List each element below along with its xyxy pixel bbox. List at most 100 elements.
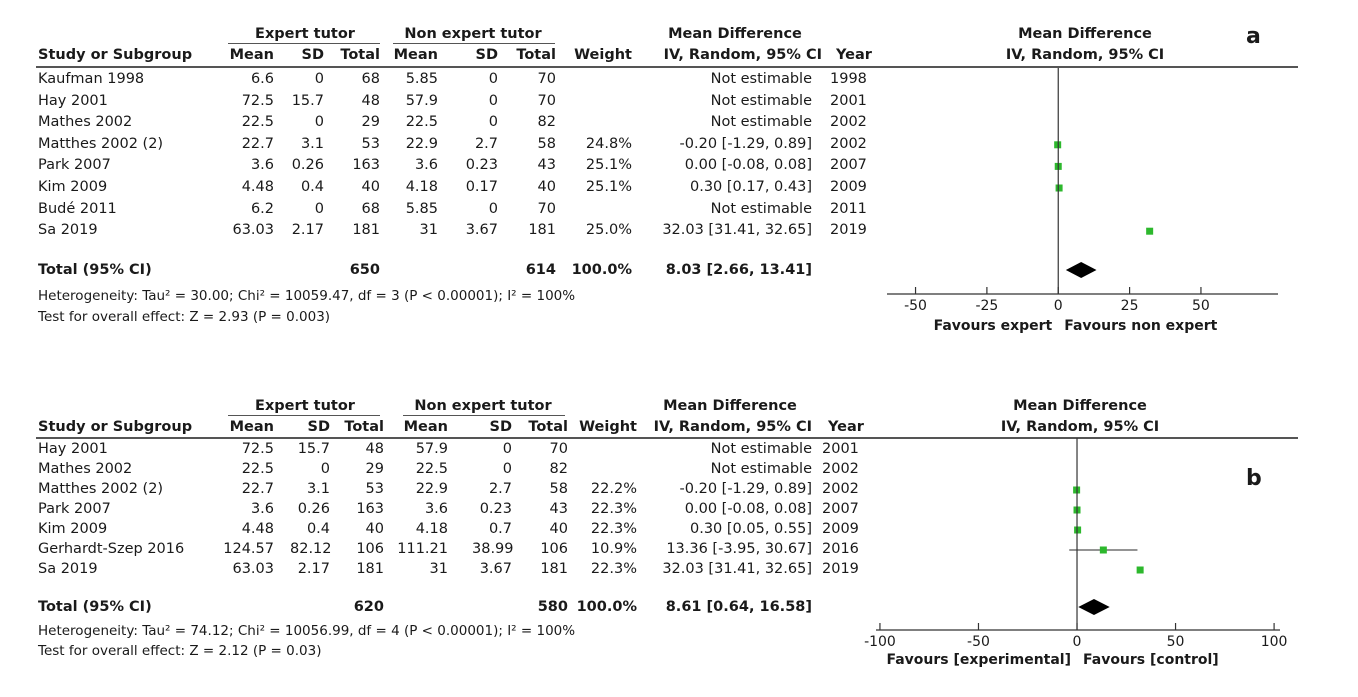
- nonexpert-sd: 3.67: [465, 222, 498, 239]
- expert-total: 53: [365, 481, 384, 497]
- expert-mean: 3.6: [250, 157, 274, 174]
- study-name: Sa 2019: [38, 561, 98, 577]
- study-year: 2001: [822, 441, 859, 457]
- study-ci: 32.03 [31.41, 32.65]: [662, 222, 812, 239]
- expert-sd: 0: [320, 461, 330, 477]
- study-weight: 25.1%: [585, 179, 632, 195]
- nonexpert-sd: 0: [488, 200, 498, 217]
- mean2-column-header: Mean: [393, 47, 438, 63]
- expert-mean: 22.7: [241, 135, 274, 152]
- expert-sd: 82.12: [290, 541, 332, 557]
- x-tick-label: 25: [1121, 298, 1139, 314]
- study-year: 2002: [830, 114, 867, 131]
- expert-sd: 0.26: [297, 501, 330, 517]
- pooled-diamond: [1065, 262, 1097, 278]
- study-point: [1136, 566, 1144, 574]
- nonexpert-sd: 0.7: [488, 521, 512, 537]
- header-rule: [36, 66, 1298, 68]
- nonexpert-total: 58: [537, 135, 556, 152]
- study-year: 1998: [830, 71, 867, 87]
- study-ci: 0.30 [0.05, 0.55]: [690, 521, 812, 537]
- study-weight: 24.8%: [585, 135, 632, 152]
- expert-total: 29: [361, 114, 380, 131]
- expert-mean: 22.5: [241, 114, 274, 131]
- nonexpert-mean: 31: [419, 222, 438, 239]
- favours-left-label: Favours [experimental]: [886, 652, 1071, 668]
- plot-header-sub: IV, Random, 95% CI: [1000, 419, 1160, 435]
- study-ci: 0.00 [-0.08, 0.08]: [684, 501, 812, 517]
- sd1-column-header: SD: [301, 47, 324, 63]
- nonexpert-total: 40: [549, 521, 568, 537]
- study-name: Kim 2009: [38, 179, 108, 195]
- study-ci: Not estimable: [710, 92, 812, 109]
- study-ci: 0.00 [-0.08, 0.08]: [684, 157, 812, 174]
- overall-effect-text: Test for overall effect: Z = 2.12 (P = 0…: [38, 643, 322, 659]
- favours-left-label: Favours expert: [934, 318, 1053, 334]
- expert-total: 53: [361, 135, 380, 152]
- nonexpert-mean: 111.21: [397, 541, 448, 557]
- expert-sd: 3.1: [306, 481, 330, 497]
- year-column-header: Year: [836, 47, 872, 63]
- study-name: Hay 2001: [38, 92, 108, 109]
- study-name: Matthes 2002 (2): [38, 481, 164, 497]
- x-tick-label: 0: [1054, 298, 1063, 314]
- group2-header: Non expert tutor: [404, 26, 542, 42]
- expert-total: 163: [356, 501, 384, 517]
- nonexpert-sd: 0: [488, 114, 498, 131]
- nonexpert-mean: 3.6: [414, 157, 438, 174]
- group2-underline: [403, 415, 565, 416]
- study-ci: Not estimable: [710, 200, 812, 217]
- expert-total: 48: [365, 441, 384, 457]
- effect-column-header: IV, Random, 95% CI: [653, 419, 812, 435]
- expert-total: 181: [352, 222, 380, 239]
- nonexpert-total: 82: [549, 461, 568, 477]
- group1-underline: [228, 43, 380, 44]
- nonexpert-total: 70: [537, 71, 556, 87]
- plot-header-title: Mean Difference: [1013, 398, 1147, 414]
- nonexpert-mean: 5.85: [405, 71, 438, 87]
- study-point: [1146, 227, 1154, 235]
- effect-header-title: Mean Difference: [668, 26, 802, 42]
- study-ci: Not estimable: [710, 71, 812, 87]
- study-weight: 22.2%: [590, 481, 637, 497]
- x-tick-label: 100: [1261, 634, 1288, 650]
- x-tick-label: -50: [904, 298, 927, 314]
- nonexpert-mean: 5.85: [405, 200, 438, 217]
- nonexpert-total: 70: [537, 92, 556, 109]
- nonexpert-sd: 2.7: [488, 481, 512, 497]
- study-ci: 0.30 [0.17, 0.43]: [690, 179, 812, 195]
- expert-sd: 15.7: [291, 92, 324, 109]
- x-tick-label: -25: [975, 298, 998, 314]
- expert-sd: 0.26: [291, 157, 324, 174]
- plot-header-title: Mean Difference: [1018, 26, 1152, 42]
- nonexpert-sd: 38.99: [472, 541, 514, 557]
- expert-total: 48: [361, 92, 380, 109]
- expert-total: 29: [365, 461, 384, 477]
- study-ci: Not estimable: [710, 461, 812, 477]
- nonexpert-total: 43: [549, 501, 568, 517]
- expert-total: 68: [361, 71, 380, 87]
- total2-column-header: Total: [528, 419, 568, 435]
- total-n2: 614: [525, 262, 556, 278]
- study-year: 2019: [822, 561, 859, 577]
- effect-header-title: Mean Difference: [663, 398, 797, 414]
- study-year: 2019: [830, 222, 867, 239]
- study-weight: 25.1%: [585, 157, 632, 174]
- nonexpert-total: 82: [537, 114, 556, 131]
- effect-column-header: IV, Random, 95% CI: [663, 47, 822, 63]
- study-column-header: Study or Subgroup: [38, 419, 193, 435]
- study-year: 2007: [822, 501, 859, 517]
- expert-mean: 124.57: [223, 541, 274, 557]
- total2-column-header: Total: [516, 47, 556, 63]
- nonexpert-mean: 22.5: [415, 461, 448, 477]
- expert-mean: 22.7: [241, 481, 274, 497]
- nonexpert-total: 58: [549, 481, 568, 497]
- nonexpert-sd: 0.17: [465, 179, 498, 195]
- nonexpert-mean: 4.18: [405, 179, 438, 195]
- group1-underline: [228, 415, 380, 416]
- study-year: 2002: [830, 135, 867, 152]
- study-name: Matthes 2002 (2): [38, 135, 164, 152]
- expert-total: 40: [365, 521, 384, 537]
- total-n1: 620: [353, 599, 384, 615]
- mean2-column-header: Mean: [403, 419, 448, 435]
